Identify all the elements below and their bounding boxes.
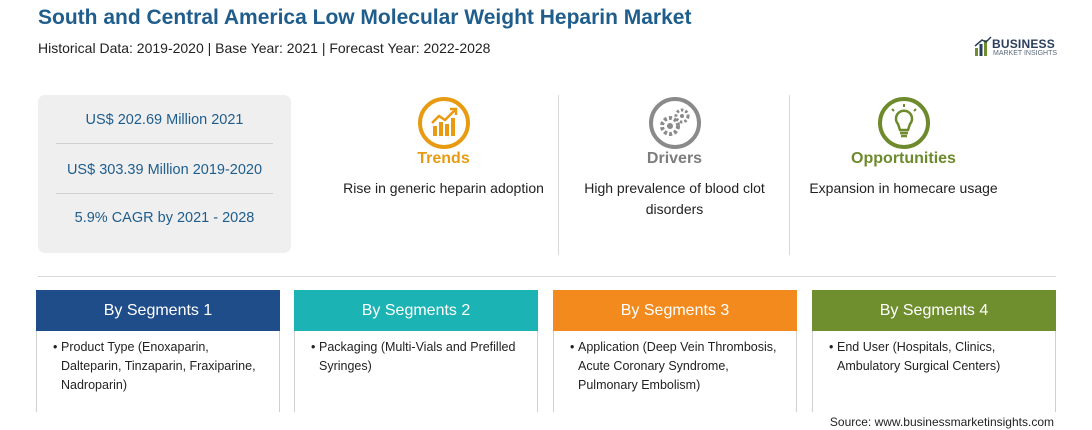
drivers-heading: Drivers xyxy=(646,150,703,167)
business-market-insights-logo[interactable]: BUSINESS MARKET INSIGHTS xyxy=(974,36,1064,62)
trends-heading: Trends xyxy=(417,150,470,167)
segment-card-2: By Segments 2 • Packaging (Multi-Vials a… xyxy=(294,290,538,412)
drivers-text: High prevalence of blood clot disorders xyxy=(584,180,765,217)
market-stats-panel: US$ 202.69 Million 2021 US$ 303.39 Milli… xyxy=(38,95,291,253)
page-title: South and Central America Low Molecular … xyxy=(38,6,692,29)
bullet-marker: • xyxy=(829,340,834,354)
card-divider xyxy=(558,95,559,255)
bullet-marker: • xyxy=(53,340,58,354)
segment-card-1: By Segments 1 • Product Type (Enoxaparin… xyxy=(36,290,280,412)
trends-card: Trends Rise in generic heparin adoption xyxy=(336,96,551,256)
stat-market-value-historical: US$ 303.39 Million 2019-2020 xyxy=(66,162,263,178)
segment-1-body: • Product Type (Enoxaparin, Dalteparin, … xyxy=(53,338,271,395)
bullet-marker: • xyxy=(311,340,316,354)
opportunities-card: Opportunities Expansion in homecare usag… xyxy=(796,96,1011,256)
segment-3-item: Application (Deep Vein Thrombosis, Acute… xyxy=(578,340,777,392)
drivers-card: Drivers High prevalence of blood clot di… xyxy=(567,96,782,256)
logo-line-1: BUSINESS xyxy=(992,37,1055,51)
segment-1-item: Product Type (Enoxaparin, Dalteparin, Ti… xyxy=(61,340,256,392)
opportunities-heading: Opportunities xyxy=(851,150,956,167)
segment-card-3: By Segments 3 • Application (Deep Vein T… xyxy=(553,290,797,412)
card-divider xyxy=(789,95,790,255)
lightbulb-icon xyxy=(877,97,930,149)
trends-text: Rise in generic heparin adoption xyxy=(343,180,544,196)
segment-card-4: By Segments 4 • End User (Hospitals, Cli… xyxy=(812,290,1056,412)
stat-divider xyxy=(56,143,273,144)
segment-3-body: • Application (Deep Vein Thrombosis, Acu… xyxy=(570,338,788,395)
bullet-marker: • xyxy=(570,340,575,354)
segment-4-body: • End User (Hospitals, Clinics, Ambulato… xyxy=(829,338,1047,376)
logo-mark-icon xyxy=(974,36,992,56)
segment-1-header: By Segments 1 xyxy=(36,290,280,331)
segment-4-header: By Segments 4 xyxy=(812,290,1056,331)
gears-icon xyxy=(648,97,701,149)
segment-2-body: • Packaging (Multi-Vials and Prefilled S… xyxy=(311,338,529,376)
stat-market-value-2021: US$ 202.69 Million 2021 xyxy=(85,112,244,128)
trend-chart-icon xyxy=(417,97,470,149)
segment-2-item: Packaging (Multi-Vials and Prefilled Syr… xyxy=(319,340,516,373)
segment-4-item: End User (Hospitals, Clinics, Ambulatory… xyxy=(837,340,1001,373)
opportunities-text: Expansion in homecare usage xyxy=(809,180,998,196)
section-divider xyxy=(38,276,1056,277)
source-link[interactable]: Source: www.businessmarketinsights.com xyxy=(829,415,1054,429)
stat-divider xyxy=(56,193,273,194)
logo-line-2: MARKET INSIGHTS xyxy=(993,50,1058,57)
segment-2-header: By Segments 2 xyxy=(294,290,538,331)
segment-3-header: By Segments 3 xyxy=(553,290,797,331)
stat-cagr: 5.9% CAGR by 2021 - 2028 xyxy=(74,210,255,226)
page-subtitle: Historical Data: 2019-2020 | Base Year: … xyxy=(38,40,491,56)
